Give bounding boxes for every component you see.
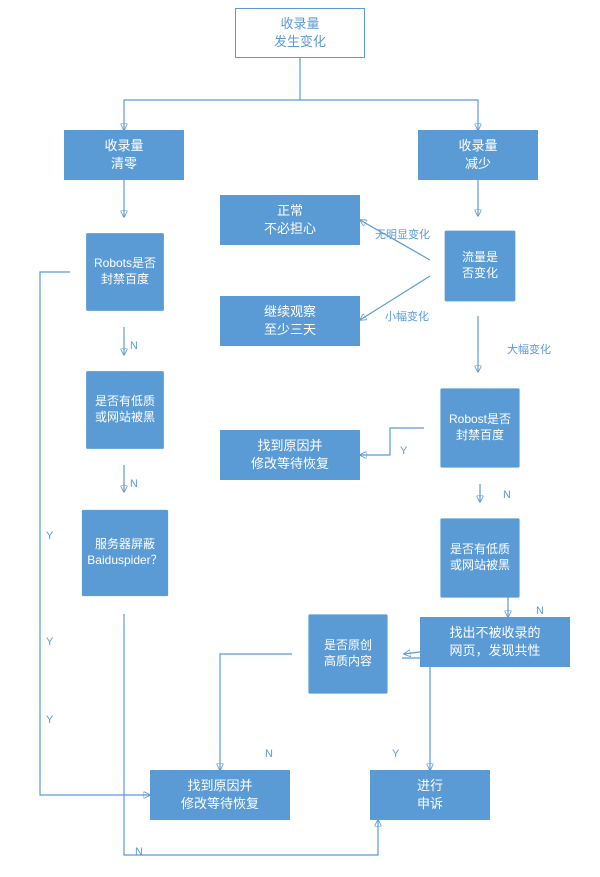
edge-label-big-change: 大幅变化	[507, 341, 551, 357]
edge-label-y3: Y	[46, 714, 53, 726]
node-normal-ok: 正常不必担心	[220, 195, 360, 245]
diamond-original: 是否原创高质内容	[292, 598, 404, 710]
node-find-common: 找出不被收录的网页，发现共性	[420, 617, 570, 667]
start-line2: 发生变化	[274, 34, 326, 49]
diamond-robots-right: Robost是否封禁百度	[424, 372, 536, 484]
edge-label-rn: N	[503, 489, 511, 501]
edge-label-oy: Y	[392, 748, 399, 760]
edge-label-on: N	[265, 748, 273, 760]
edge-label-no-change: 无明显变化	[375, 226, 430, 242]
edge-label-ry: Y	[400, 445, 407, 457]
edge-label-rn2: N	[536, 605, 544, 617]
start-node: 收录量发生变化	[235, 8, 365, 58]
edge-label-y2: Y	[46, 636, 53, 648]
edge-label-small-change: 小幅变化	[385, 308, 429, 324]
node-appeal: 进行申诉	[370, 770, 490, 820]
edge-label-n2: N	[130, 478, 138, 490]
diamond-lowq-left: 是否有低质或网站被黑	[70, 355, 180, 465]
node-fix-wait-2: 找到原因并修改等待恢复	[150, 770, 290, 820]
diamond-lowq-right: 是否有低质或网站被黑	[424, 502, 536, 614]
diamond-traffic: 流量是否变化	[430, 216, 530, 316]
node-fix-wait-1: 找到原因并修改等待恢复	[220, 430, 360, 480]
start-line1: 收录量	[280, 16, 319, 31]
edge-label-n1: N	[130, 340, 138, 352]
node-right-reduce: 收录量减少	[418, 130, 538, 180]
node-keep-watch: 继续观察至少三天	[220, 296, 360, 346]
edge-label-n3: N	[135, 846, 143, 858]
node-left-reset: 收录量清零	[64, 130, 184, 180]
diamond-spider: 服务器屏蔽Baiduspider？	[64, 492, 186, 614]
diamond-robots-left: Robots是否封禁百度	[70, 217, 180, 327]
edge-label-y1: Y	[46, 530, 53, 542]
